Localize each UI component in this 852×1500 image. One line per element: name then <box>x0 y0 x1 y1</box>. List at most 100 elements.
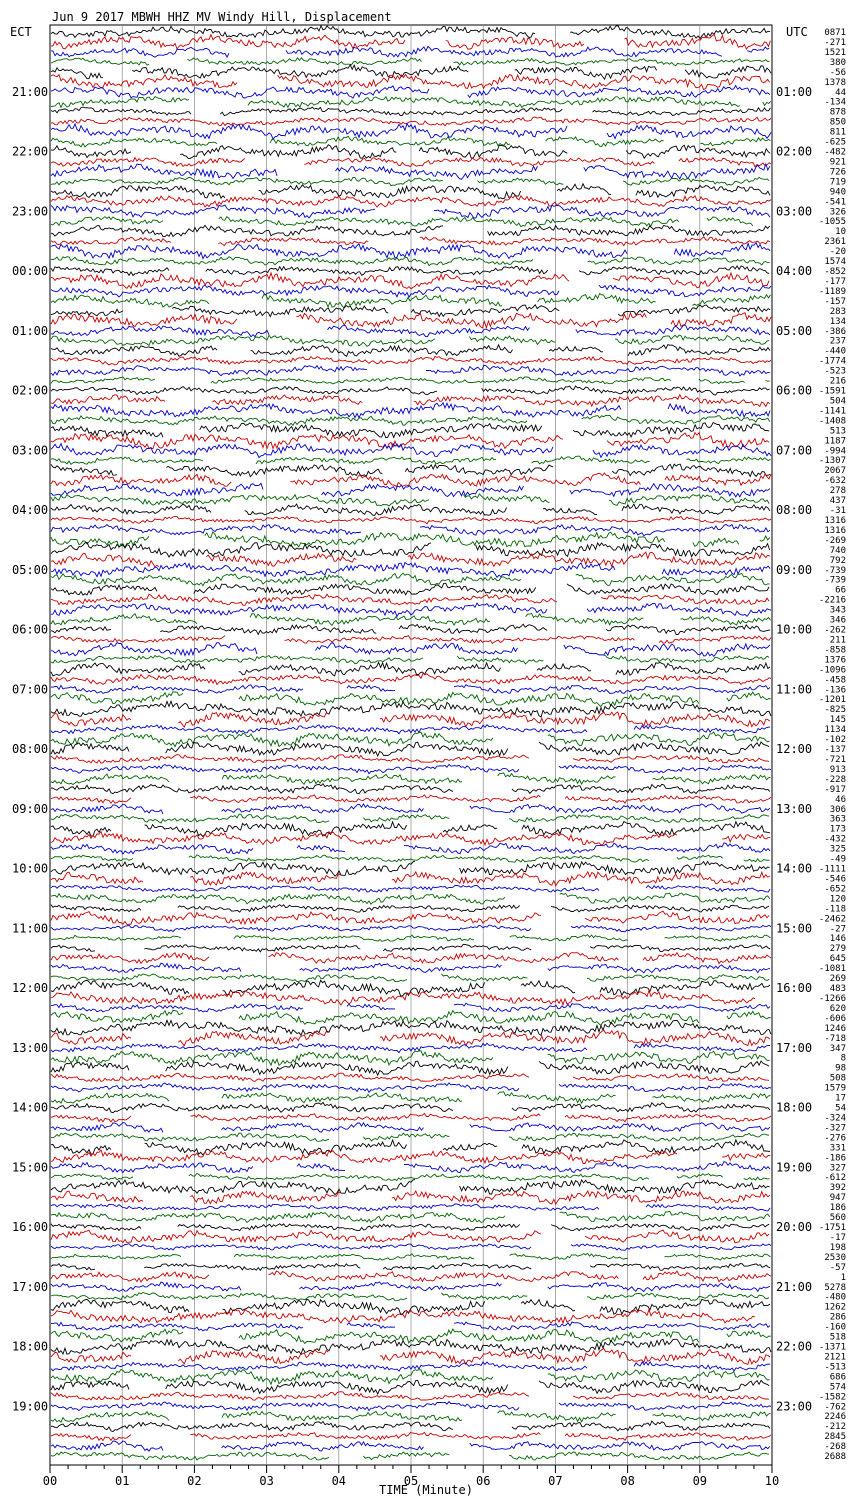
trace-value-label: 237 <box>830 337 846 347</box>
trace-line <box>606 124 772 140</box>
trace-value-label: 2688 <box>824 1452 846 1462</box>
trace-value-label: -268 <box>824 1442 846 1452</box>
trace-line <box>642 1270 772 1283</box>
trace-line <box>548 345 603 353</box>
x-axis-title: TIME (Minute) <box>379 1483 473 1497</box>
trace-line <box>511 1102 771 1113</box>
trace-line <box>50 934 182 941</box>
trace-line <box>190 1431 541 1441</box>
trace-line <box>622 176 770 186</box>
right-hour-label: 04:00 <box>776 264 812 278</box>
trace-line <box>584 1229 770 1244</box>
trace-value-label: 686 <box>830 1372 846 1382</box>
trace-value-label: 508 <box>830 1074 846 1084</box>
trace-line <box>221 1410 463 1422</box>
trace-line <box>50 1211 506 1224</box>
left-hour-label: 12:00 <box>12 981 48 995</box>
trace-value-label: -606 <box>824 1014 846 1024</box>
trace-line <box>50 754 530 764</box>
trace-line <box>165 1060 509 1077</box>
trace-line <box>469 803 771 814</box>
trace-line <box>50 33 406 50</box>
trace-line <box>218 237 369 247</box>
trace-value-label: -134 <box>824 98 846 108</box>
trace-line <box>525 612 644 626</box>
trace-line <box>511 1420 771 1432</box>
trace-value-label: -541 <box>824 197 846 207</box>
trace-line <box>277 73 770 91</box>
trace-value-label: 504 <box>830 396 846 406</box>
left-hour-label: 15:00 <box>12 1160 48 1174</box>
trace-line <box>698 378 746 385</box>
trace-line <box>547 731 770 747</box>
trace-value-label: -632 <box>824 476 846 486</box>
trace-line <box>50 364 367 377</box>
trace-line <box>335 165 538 180</box>
trace-line <box>477 177 564 186</box>
trace-value-label: -1189 <box>819 287 846 297</box>
trace-line <box>50 1190 144 1204</box>
trace-value-label: 574 <box>830 1382 846 1392</box>
trace-line <box>172 305 389 318</box>
trace-value-label: 940 <box>830 187 846 197</box>
trace-line <box>50 1410 170 1423</box>
right-hour-label: 22:00 <box>776 1340 812 1354</box>
trace-line <box>511 783 771 795</box>
trace-line <box>563 642 771 657</box>
trace-value-label: 483 <box>830 984 846 994</box>
trace-line <box>469 1440 771 1452</box>
trace-value-label: 134 <box>830 317 846 327</box>
trace-value-label: -739 <box>824 576 846 586</box>
trace-line <box>542 507 598 516</box>
trace-line <box>633 1042 771 1053</box>
trace-line <box>238 1328 700 1345</box>
trace-line <box>190 1190 341 1205</box>
trace-line <box>50 1308 756 1325</box>
trace-line <box>327 324 530 338</box>
trace-line <box>50 654 424 665</box>
trace-line <box>50 493 430 507</box>
trace-value-label: 363 <box>830 815 846 825</box>
right-hour-label: 19:00 <box>776 1160 812 1174</box>
trace-line <box>633 1360 771 1372</box>
trace-line <box>363 1451 450 1461</box>
trace-line <box>382 1262 532 1271</box>
trace-value-label: -625 <box>824 138 846 148</box>
trace-line <box>575 324 771 336</box>
trace-line <box>50 67 104 80</box>
trace-line <box>244 503 508 516</box>
trace-value-label: 326 <box>830 207 846 217</box>
trace-line <box>509 813 770 824</box>
trace-value-label: -1582 <box>819 1392 846 1402</box>
trace-line <box>547 963 770 974</box>
trace-line <box>187 56 422 66</box>
trace-line <box>50 1432 132 1442</box>
trace-line <box>165 741 509 758</box>
trace-line <box>587 973 770 983</box>
left-hour-label: 09:00 <box>12 802 48 816</box>
trace-line <box>50 763 520 775</box>
trace-line <box>617 304 771 317</box>
trace-line <box>50 1380 130 1391</box>
trace-line <box>50 482 264 497</box>
trace-line <box>50 515 772 525</box>
trace-value-label: 913 <box>830 765 846 775</box>
trace-line <box>459 1178 770 1195</box>
trace-line <box>177 904 521 913</box>
trace-value-label: 66 <box>835 586 846 596</box>
trace-value-label: 120 <box>830 894 846 904</box>
right-hour-labels: 01:00 02:00 03:00 04:00 05:00 06:00 07:00 08:00… <box>776 85 812 1414</box>
trace-line <box>487 224 770 237</box>
trace-value-label: -762 <box>824 1402 846 1412</box>
trace-value-label: 620 <box>830 1004 846 1014</box>
trace-line <box>249 613 491 627</box>
x-tick-label: 09 <box>693 1474 707 1488</box>
trace-line <box>144 820 408 838</box>
trace-value-label: 0871 <box>824 28 846 38</box>
trace-line <box>50 456 204 465</box>
trace-value-label: 278 <box>830 486 846 496</box>
left-hour-label: 05:00 <box>12 563 48 577</box>
trace-line <box>722 1152 771 1162</box>
trace-line <box>379 1029 771 1047</box>
trace-line <box>50 414 528 427</box>
